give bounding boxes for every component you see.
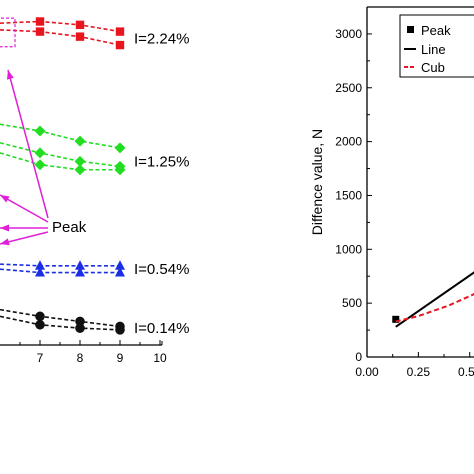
peak-annotation: Peak [0, 17, 87, 246]
triangle-marker [75, 260, 85, 270]
peak-arrow-low-head [0, 238, 10, 246]
square-marker [35, 17, 45, 26]
legend-entry-label: Peak [421, 23, 451, 38]
square-marker [115, 40, 125, 50]
right-series-layer [392, 271, 474, 328]
peak-label: Peak [52, 219, 87, 236]
square-marker [75, 20, 85, 30]
left-series-line [0, 308, 121, 328]
right-y-tick-label: 2500 [335, 81, 362, 95]
right-y-tick-label: 3000 [335, 27, 362, 41]
legend-entry-label: Line [421, 42, 446, 57]
diamond-marker [114, 142, 126, 154]
circle-marker [75, 316, 85, 327]
left-group-3 [0, 308, 125, 335]
left-series-layer [0, 17, 126, 335]
peak-highlight-box [0, 17, 16, 48]
triangle-marker [35, 267, 45, 277]
circle-marker [35, 319, 45, 330]
right-scatter-chart: 0 500 1000 1500 2000 2500 3000 0.00 0.25 0.50 Dif… [309, 6, 474, 379]
left-x-tick-label: 7 [37, 351, 44, 365]
right-axes: 0 500 1000 1500 2000 2500 3000 0.00 0.25 0.50 [335, 6, 474, 379]
left-series-line [0, 268, 120, 274]
left-series-line [0, 142, 121, 168]
right-y-tick-label: 2000 [335, 135, 362, 149]
triangle-marker [115, 267, 125, 277]
cubic-fit-line [395, 293, 474, 323]
diamond-marker [74, 135, 86, 147]
left-group-1 [0, 123, 126, 176]
peak-arrow-mid-head [0, 195, 10, 203]
right-y-tick-label: 500 [342, 296, 362, 310]
square-marker [115, 27, 125, 36]
circle-marker [35, 311, 45, 322]
right-y-axis-label: Diffence value, N [309, 129, 325, 235]
right-y-tick-label: 1500 [335, 188, 362, 202]
left-group-0 [0, 17, 125, 50]
triangle-marker [75, 267, 85, 277]
left-series-line [0, 152, 120, 171]
left-x-axis: 7 8 9 10 [0, 340, 167, 365]
left-x-tick-label: 8 [77, 351, 84, 365]
left-group-label: I=2.24% [134, 30, 189, 47]
circle-marker [115, 325, 125, 335]
diamond-marker [34, 159, 46, 171]
right-x-tick-label: 0.00 [355, 365, 379, 379]
right-y-tick-label: 1000 [335, 242, 362, 256]
left-x-tick-label: 10 [153, 351, 167, 365]
left-series-line [0, 315, 121, 331]
left-x-tick-label: 9 [117, 351, 124, 365]
peak-arrow-high-head [6, 70, 14, 80]
right-x-tick-label: 0.50 [458, 365, 474, 379]
left-group-labels: I=2.24% I=1.25% I=0.54% I=0.14% [134, 30, 189, 337]
linear-fit-line [395, 271, 474, 328]
peak-arrow-mid2-head [0, 224, 9, 232]
right-legend: Peak Line Cub [399, 14, 474, 78]
left-group-label: I=1.25% [134, 153, 189, 170]
triangle-marker [35, 260, 45, 270]
left-series-line [0, 123, 121, 149]
diamond-marker [74, 155, 86, 167]
peak-point [392, 315, 400, 323]
left-series-line [0, 20, 121, 33]
square-marker [35, 27, 45, 36]
peak-arrow-high [7, 69, 49, 219]
diamond-marker [114, 164, 126, 176]
triangle-marker [115, 260, 125, 270]
square-marker [75, 32, 85, 41]
diamond-marker [34, 125, 46, 137]
legend-entry-label: Cub [421, 60, 445, 75]
diamond-marker [74, 164, 86, 176]
left-series-line [0, 263, 120, 267]
legend-marker-peak [407, 26, 414, 33]
left-group-2 [0, 260, 125, 277]
right-x-tick-label: 0.25 [407, 365, 431, 379]
left-group-label: I=0.54% [134, 261, 189, 278]
left-group-label: I=0.14% [134, 320, 189, 337]
circle-marker [75, 323, 85, 333]
diamond-marker [34, 147, 46, 159]
left-line-chart: 7 8 9 10 I=2.24% I=1.25% I=0.54% I=0.14% Peak [0, 17, 189, 365]
peak-arrow-mid [0, 194, 49, 223]
right-y-tick-label: 0 [355, 350, 362, 364]
left-series-line [0, 29, 121, 46]
